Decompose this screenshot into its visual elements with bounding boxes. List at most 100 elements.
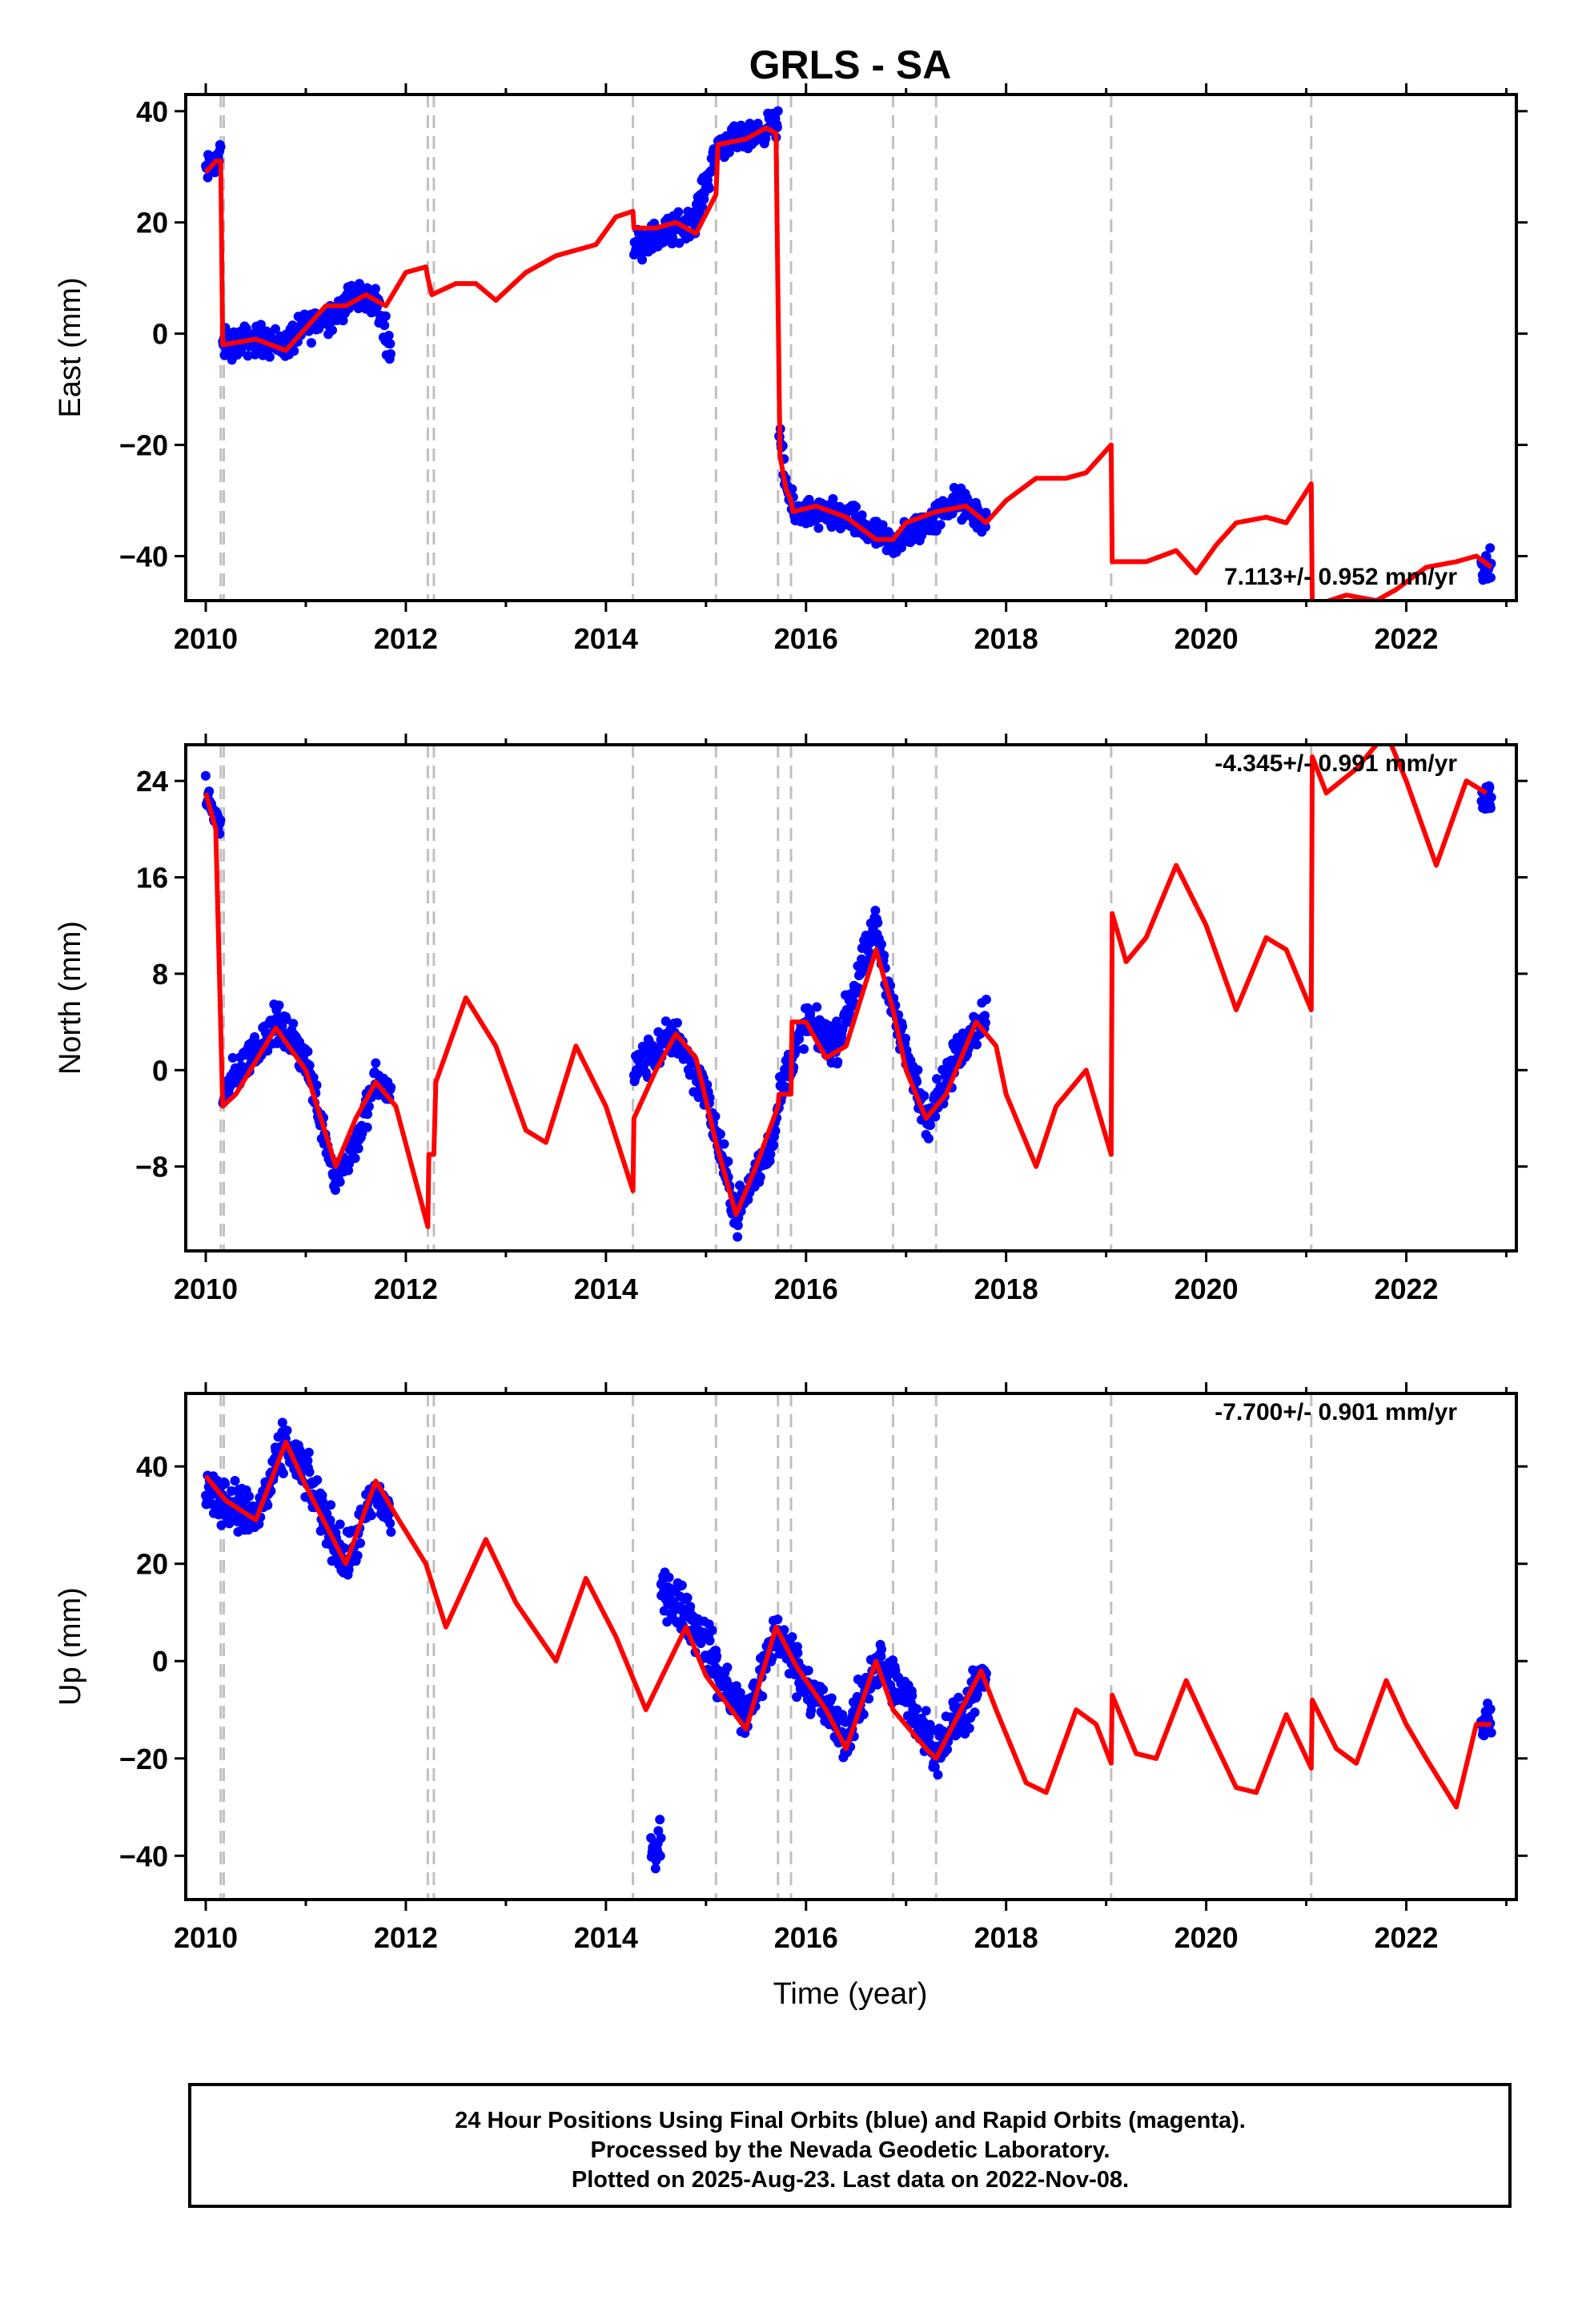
north-model-line	[203, 745, 1488, 1229]
observation-point	[385, 1518, 396, 1529]
observation-point	[304, 1467, 315, 1478]
observation-point	[220, 1478, 231, 1489]
observation-point	[933, 1770, 943, 1780]
observation-point	[685, 1602, 696, 1612]
observation-point	[227, 1052, 238, 1063]
x-tick-label: 2020	[1174, 1921, 1239, 1954]
up-y-axis-label: Up (mm)	[54, 1587, 87, 1706]
observation-point	[851, 501, 861, 512]
observation-point	[930, 1112, 941, 1122]
x-tick-label: 2018	[974, 1921, 1038, 1954]
observation-point	[200, 770, 211, 781]
observation-point	[773, 106, 783, 116]
observation-point	[1479, 1731, 1489, 1741]
observation-point	[215, 815, 226, 826]
observation-point	[655, 1851, 665, 1861]
x-tick-label: 2022	[1374, 1273, 1438, 1305]
up-frame	[184, 1392, 1518, 1901]
observation-point	[930, 1762, 940, 1772]
observation-point	[877, 939, 886, 950]
observation-point	[787, 1632, 797, 1642]
y-tick-label: −8	[135, 1151, 168, 1184]
observation-point	[303, 1047, 313, 1056]
observation-point	[818, 1684, 829, 1695]
observation-point	[227, 1486, 237, 1496]
x-tick-label: 2010	[174, 1921, 238, 1954]
observation-point	[932, 1074, 942, 1084]
x-tick-label: 2012	[374, 1273, 438, 1305]
x-tick-label: 2012	[374, 1921, 438, 1954]
observation-point	[330, 1185, 340, 1195]
x-tick-label: 2016	[774, 622, 838, 655]
observation-point	[707, 1625, 717, 1635]
north-plot-area	[200, 745, 1496, 1251]
x-tick-label: 2022	[1374, 1921, 1438, 1954]
observation-point	[335, 1519, 345, 1530]
observation-point	[981, 508, 991, 518]
y-tick-label: −40	[119, 1839, 168, 1872]
observation-point	[327, 325, 337, 336]
east-model-line	[203, 125, 1493, 601]
observation-point	[1484, 782, 1495, 793]
y-tick-label: 40	[136, 1450, 168, 1483]
observation-point	[826, 1693, 837, 1703]
observation-point	[646, 1833, 656, 1843]
y-tick-label: −20	[119, 429, 168, 462]
observation-point	[318, 1497, 327, 1507]
observation-point	[770, 1126, 781, 1136]
north-panel: 2010 2012 2014 2016 2018 2020 2022 24 16 8 0 −8 Nort…	[54, 734, 1528, 1305]
observation-point	[799, 1044, 809, 1054]
observation-point	[650, 1864, 661, 1874]
up-rate-label: -7.700+/- 0.901 mm/yr	[1215, 1399, 1457, 1425]
y-tick-label: 16	[136, 862, 168, 895]
observation-point	[981, 522, 990, 532]
observation-point	[661, 1016, 671, 1027]
y-tick-label: 20	[136, 207, 168, 239]
observation-point	[682, 1593, 693, 1603]
observation-point	[311, 1080, 322, 1091]
observation-point	[897, 1021, 908, 1031]
observation-point	[772, 123, 782, 132]
observation-point	[865, 938, 875, 948]
observation-point	[853, 983, 864, 993]
y-tick-label: 8	[152, 958, 168, 991]
observation-point	[673, 207, 684, 217]
observation-point	[363, 1109, 373, 1120]
observation-point	[712, 1651, 722, 1662]
observation-point	[897, 542, 906, 553]
observation-point	[338, 316, 348, 326]
x-tick-label: 2014	[574, 622, 638, 655]
figure-title: GRLS - SA	[749, 42, 952, 87]
y-tick-label: 40	[136, 95, 168, 128]
x-tick-label: 2012	[374, 622, 438, 655]
x-axis-label: Time (year)	[773, 1977, 928, 2011]
observation-point	[769, 1140, 779, 1150]
observation-point	[278, 1468, 288, 1478]
observation-point	[964, 1723, 974, 1734]
up-plot-area	[201, 1393, 1496, 1900]
observation-point	[1486, 1727, 1496, 1738]
x-tick-label: 2018	[974, 1273, 1038, 1305]
observation-point	[876, 1651, 886, 1662]
observation-point	[386, 1527, 396, 1537]
observation-point	[379, 320, 390, 331]
up-panel: 2010 2012 2014 2016 2018 2020 2022 40 20 0 −20 −40 U…	[54, 1382, 1528, 1954]
observation-point	[705, 1635, 715, 1646]
observation-point	[386, 1082, 396, 1092]
observation-point	[849, 997, 859, 1007]
observation-point	[306, 338, 316, 348]
observation-point	[773, 1614, 783, 1625]
north-observations	[200, 770, 1496, 1242]
observation-point	[733, 1232, 743, 1242]
observation-point	[370, 283, 380, 294]
observation-point	[981, 995, 991, 1005]
observation-point	[380, 311, 391, 321]
north-frame	[184, 743, 1518, 1252]
observation-point	[215, 142, 226, 152]
observation-point	[723, 1156, 733, 1167]
footer-line-2: Processed by the Nevada Geodetic Laborat…	[591, 2137, 1110, 2163]
observation-point	[826, 522, 837, 532]
observation-point	[870, 906, 881, 915]
observation-point	[921, 1706, 931, 1716]
observation-point	[907, 1691, 917, 1701]
